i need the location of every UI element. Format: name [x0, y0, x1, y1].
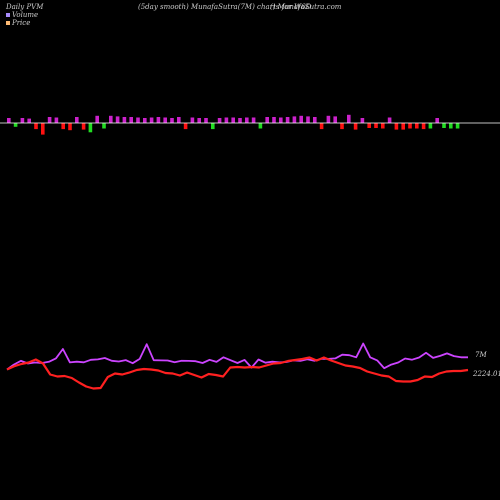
legend-volume-label: Volume [12, 11, 39, 19]
volume-bar [258, 123, 263, 129]
legend-price: Price [6, 19, 30, 27]
volume-bar [88, 123, 93, 133]
volume-bar [360, 118, 365, 123]
chart-header-title: (5day smooth) MunafaSutra(7M) charts for… [138, 3, 312, 11]
volume-bar-chart [7, 114, 460, 135]
volume-bar [435, 118, 439, 123]
volume-bar [387, 117, 392, 123]
volume-bar [122, 117, 127, 124]
legend-price-swatch [6, 21, 10, 25]
volume-bar [367, 123, 371, 128]
volume-bar [333, 116, 337, 123]
volume-bar [7, 118, 11, 123]
volume-bar [299, 115, 303, 123]
volume-bar [156, 117, 161, 124]
volume-bar [272, 117, 276, 124]
volume-bar [381, 123, 385, 129]
volume-bar [61, 123, 65, 130]
chart-header-left: Daily PVM [6, 3, 44, 11]
volume-bar [136, 117, 140, 123]
volume-bar [353, 123, 358, 130]
volume-bar [211, 123, 215, 130]
volume-bar [340, 123, 344, 130]
volume-bar [143, 118, 147, 123]
volume-bar [149, 117, 154, 123]
volume-bar [408, 123, 412, 129]
volume-bar [81, 123, 86, 130]
volume-bar [54, 117, 59, 123]
volume-bar [13, 123, 18, 127]
volume-bar [265, 117, 269, 124]
volume-bar [374, 123, 378, 128]
volume-bar [306, 116, 310, 123]
volume-bar [231, 117, 235, 123]
volume-bar [238, 118, 242, 123]
volume-bar [442, 123, 446, 128]
volume-bar [245, 117, 249, 123]
volume-bar [204, 118, 208, 123]
volume-bar [177, 117, 181, 124]
volume-bar [47, 117, 52, 124]
volume-bar [183, 123, 188, 130]
volume-line [6, 342, 468, 371]
volume-bar [115, 116, 120, 123]
volume-bar [394, 123, 399, 130]
volume-bar [449, 123, 453, 129]
volume-bar [41, 123, 45, 135]
volume-bar [217, 118, 222, 123]
volume-bar [34, 123, 38, 130]
legend-volume: Volume [6, 11, 38, 19]
legend-price-label: Price [12, 19, 31, 27]
price-end-label: 2224.01 [472, 370, 500, 378]
volume-bar [326, 115, 331, 123]
volume-bar [421, 123, 426, 130]
volume-bar [27, 118, 31, 123]
volume-bar [102, 123, 106, 129]
chart-header-source: () MunafaSutra.com [270, 3, 342, 11]
price-line [6, 356, 469, 390]
volume-bar [190, 117, 195, 123]
volume-bar [415, 123, 419, 129]
legend-volume-swatch [6, 13, 10, 17]
volume-bar [401, 123, 405, 130]
volume-bar [251, 117, 256, 123]
volume-bar [95, 115, 99, 123]
volume-bar [292, 116, 297, 123]
volume-bar [428, 123, 433, 129]
volume-bar [197, 118, 201, 123]
volume-bar [224, 117, 229, 123]
volume-bar [109, 115, 113, 123]
volume-bar [319, 123, 324, 130]
volume-bar [455, 123, 460, 129]
volume-bar [75, 117, 79, 124]
volume-bar [20, 118, 25, 123]
volume-bar [163, 117, 167, 123]
volume-bar [347, 114, 351, 124]
volume-bar [68, 123, 72, 131]
volume-bar [313, 117, 317, 124]
volume-end-label: 7M [475, 351, 487, 359]
volume-bar [129, 117, 133, 124]
price-volume-line-chart [6, 342, 469, 390]
volume-bar [170, 118, 174, 123]
volume-bar [285, 117, 290, 124]
volume-bar [279, 117, 283, 123]
